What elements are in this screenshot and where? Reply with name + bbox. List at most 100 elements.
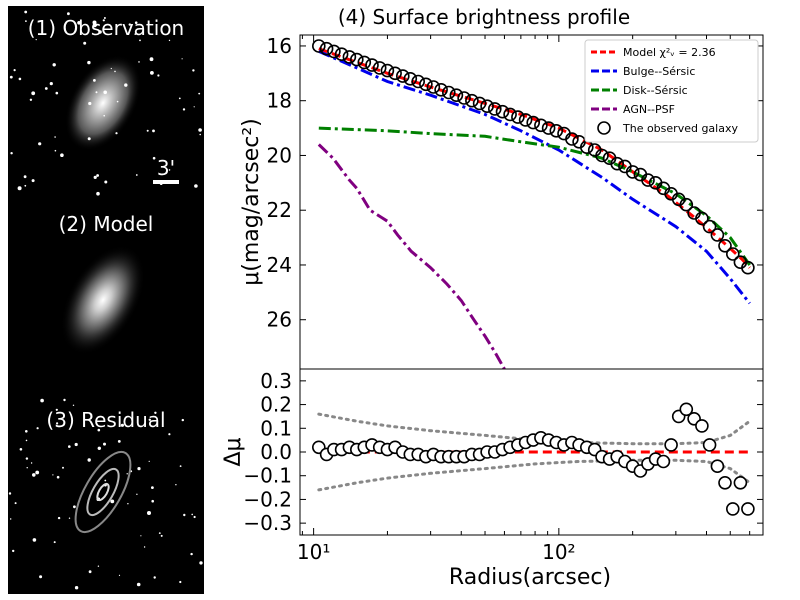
star — [198, 92, 201, 95]
star — [152, 156, 156, 160]
bottom-ytick-label: 0.1 — [260, 416, 292, 440]
star — [192, 69, 195, 72]
star — [194, 184, 198, 188]
lower-error-band — [317, 458, 752, 492]
model-panel: (2) Model — [8, 202, 204, 398]
star — [92, 20, 97, 25]
star — [134, 21, 138, 25]
observed-point — [311, 39, 326, 53]
star — [137, 467, 141, 471]
star — [136, 493, 138, 495]
star — [120, 423, 124, 427]
star — [93, 175, 97, 179]
star — [175, 484, 177, 486]
star — [96, 191, 100, 196]
star — [134, 33, 137, 35]
observed-point — [610, 156, 625, 171]
star — [103, 90, 107, 95]
star — [97, 565, 100, 567]
observed-point — [365, 58, 379, 72]
surface-brightness-plot: 16 18 20 22 24 26 μ(mag/arcsec²) — [239, 34, 764, 370]
star — [98, 30, 102, 34]
star — [182, 108, 186, 111]
star — [74, 442, 78, 447]
star — [74, 586, 79, 590]
observed-point — [457, 91, 471, 105]
star — [97, 428, 101, 432]
star — [199, 133, 201, 136]
observed-point — [426, 80, 441, 94]
star — [60, 153, 64, 157]
chart-title: (4) Surface brightness profile — [338, 5, 630, 29]
star — [96, 174, 99, 177]
residual-point — [702, 438, 717, 452]
star — [56, 475, 60, 479]
star — [181, 418, 184, 422]
star — [178, 97, 181, 100]
top-ytick-label: 26 — [267, 308, 292, 332]
star-field — [9, 10, 202, 196]
star — [104, 479, 107, 482]
star — [151, 499, 154, 503]
observed-point — [679, 197, 694, 212]
observed-point — [549, 124, 564, 138]
xlabel: Radius(arcsec) — [449, 565, 611, 590]
star — [154, 411, 157, 414]
scale-bar-label: 3' — [157, 156, 175, 180]
star — [54, 149, 57, 152]
star — [143, 546, 146, 548]
observation-panel: (1) Observation 3' — [8, 6, 204, 202]
observed-point — [710, 228, 725, 242]
star — [193, 106, 195, 108]
star — [25, 439, 28, 442]
star — [147, 511, 151, 515]
star — [25, 457, 29, 460]
observed-point — [725, 247, 740, 261]
bottom-ytick-label: −0.2 — [243, 487, 292, 511]
model-title: (2) Model — [59, 212, 154, 236]
star — [23, 175, 27, 179]
star — [102, 19, 105, 22]
star — [118, 574, 121, 577]
star — [72, 404, 75, 406]
residual-point — [710, 459, 725, 474]
star — [36, 427, 39, 430]
top-ylabel: μ(mag/arcsec²) — [239, 118, 264, 286]
star — [18, 77, 22, 81]
xtick-label: 10¹ — [297, 540, 330, 564]
observed-point — [480, 99, 494, 113]
star — [140, 535, 142, 537]
observed-point — [702, 219, 717, 234]
observed-point — [534, 118, 548, 133]
star — [9, 75, 13, 79]
star — [56, 422, 59, 425]
residual-point — [741, 502, 755, 516]
star — [136, 582, 141, 587]
star — [63, 398, 66, 402]
star — [26, 467, 28, 469]
star — [55, 91, 59, 95]
star — [13, 69, 16, 72]
star — [103, 114, 105, 117]
observed-point — [472, 96, 487, 111]
star — [104, 180, 108, 184]
star — [148, 418, 151, 421]
star — [152, 129, 155, 133]
star — [83, 41, 87, 45]
observed-point — [487, 102, 502, 116]
legend-label: AGN--PSF — [623, 103, 675, 116]
star — [57, 516, 61, 520]
star — [168, 169, 171, 171]
star — [52, 63, 56, 67]
star — [53, 541, 56, 544]
star — [117, 440, 121, 443]
star — [179, 580, 182, 584]
residual-point — [679, 402, 694, 417]
model-galaxy-image — [60, 245, 146, 355]
observation-title: (1) Observation — [28, 16, 184, 40]
star — [19, 448, 23, 451]
star — [68, 445, 71, 448]
top-ytick-label: 24 — [267, 253, 292, 277]
